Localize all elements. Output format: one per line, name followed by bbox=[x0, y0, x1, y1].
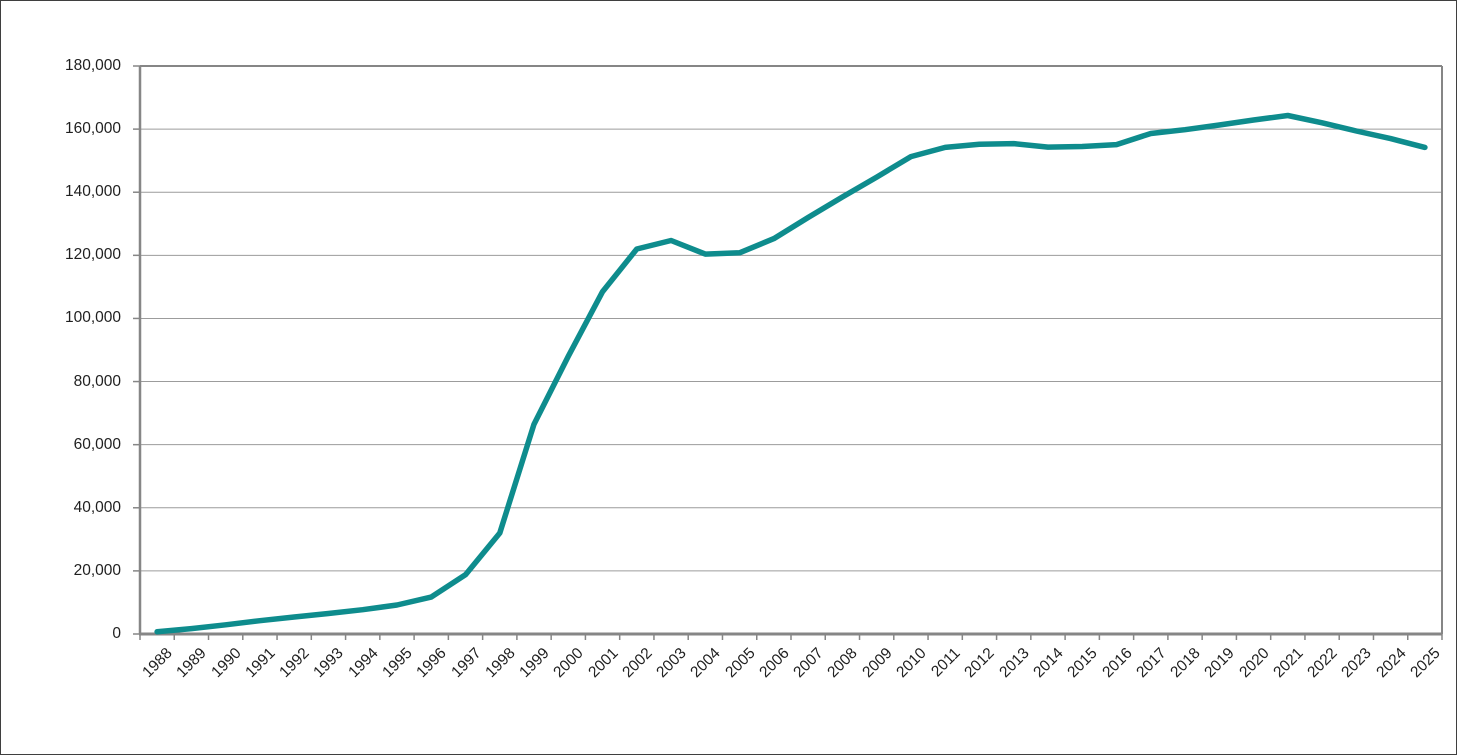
y-tick-label: 180,000 bbox=[64, 57, 121, 74]
y-tick-label: 20,000 bbox=[73, 561, 121, 579]
y-tick-label: 120,000 bbox=[64, 246, 121, 264]
y-tick-label: 160,000 bbox=[64, 120, 121, 138]
y-tick-label: 140,000 bbox=[64, 183, 121, 201]
y-tick-label: 40,000 bbox=[73, 498, 121, 516]
y-tick-label: 80,000 bbox=[73, 372, 121, 390]
y-tick-label: 60,000 bbox=[73, 435, 121, 453]
y-tick-label: 0 bbox=[112, 625, 121, 642]
y-tick-label: 100,000 bbox=[64, 309, 121, 327]
data-series-line bbox=[154, 112, 1428, 635]
